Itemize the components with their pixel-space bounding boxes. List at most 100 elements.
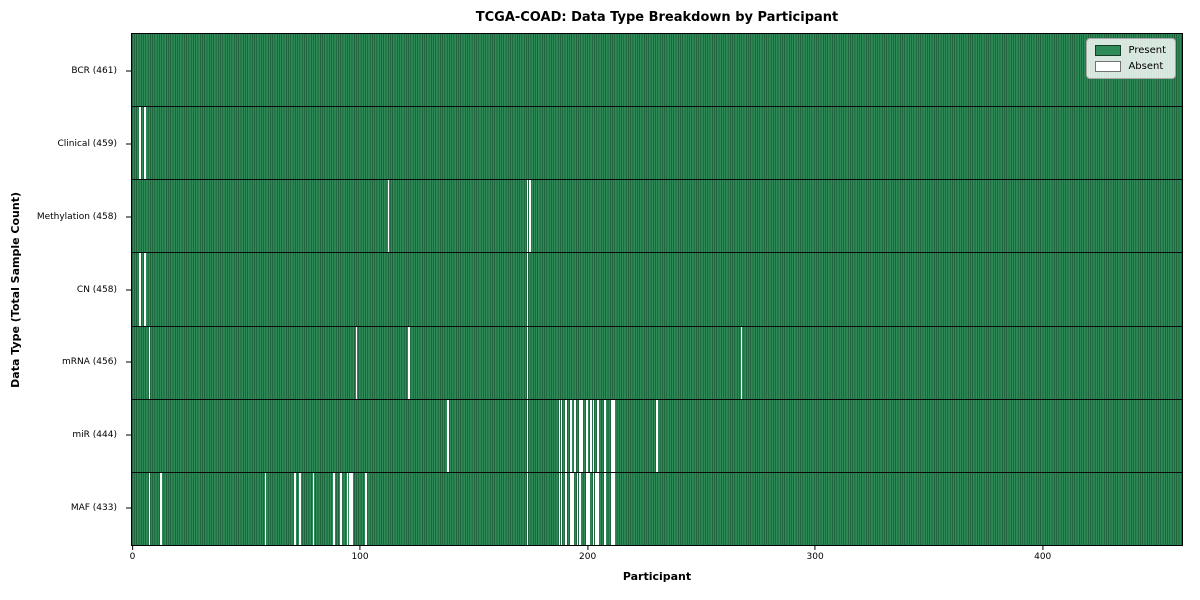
legend-label-present: Present <box>1128 45 1166 56</box>
y-tick-label-cn: CN (458) <box>76 284 117 295</box>
x-tick-mark <box>587 546 589 550</box>
absent-stripe <box>569 472 572 545</box>
absent-stripe <box>597 472 599 545</box>
absent-stripe <box>387 180 390 253</box>
absent-stripe <box>613 399 615 472</box>
absent-stripe <box>558 399 561 472</box>
x-tick-mark <box>131 546 133 550</box>
plot-area: Present Absent <box>131 33 1183 546</box>
absent-stripe <box>594 472 597 545</box>
y-tick-mark <box>126 143 131 145</box>
x-axis-label: Participant <box>622 570 692 583</box>
x-tick-mark <box>1042 546 1044 550</box>
absent-stripe <box>656 399 659 472</box>
absent-stripe <box>579 472 581 545</box>
absent-stripe <box>592 472 595 545</box>
y-tick-labels: BCR (461) Clinical (459) Methylation (458)… <box>0 35 123 545</box>
absent-stripe <box>333 472 335 545</box>
row-mrna <box>132 325 1182 399</box>
absent-stripe <box>588 472 590 545</box>
absent-stripe <box>139 253 142 326</box>
row-mir <box>132 398 1182 472</box>
legend-label-absent: Absent <box>1128 61 1164 72</box>
absent-stripe <box>148 472 151 545</box>
absent-stripe <box>312 472 315 545</box>
absent-stripe <box>585 399 588 472</box>
absent-stripe <box>590 399 593 472</box>
absent-stripe <box>148 326 151 399</box>
absent-stripe <box>526 180 529 253</box>
y-tick-marks <box>126 35 131 545</box>
absent-stripe <box>143 107 146 180</box>
row-cn <box>132 252 1182 326</box>
absent-stripe <box>604 399 606 472</box>
absent-stripe <box>526 326 529 399</box>
absent-stripe <box>610 472 613 545</box>
absent-stripe <box>143 253 146 326</box>
absent-stripe <box>526 472 529 545</box>
x-tick-mark <box>359 546 361 550</box>
absent-stripe <box>364 472 367 545</box>
y-tick-label-mir: miR (444) <box>72 430 117 441</box>
absent-stripe <box>592 399 595 472</box>
y-tick-mark <box>126 216 131 218</box>
absent-stripe <box>569 399 572 472</box>
y-tick-label-methylation: Methylation (458) <box>36 211 117 222</box>
absent-swatch <box>1095 61 1122 72</box>
absent-stripe <box>579 399 581 472</box>
y-tick-mark <box>126 434 131 436</box>
row-clinical <box>132 106 1182 180</box>
absent-stripe <box>613 472 615 545</box>
x-tick-label: 100 <box>351 552 369 562</box>
absent-stripe <box>610 399 613 472</box>
absent-stripe <box>159 472 162 545</box>
x-tick-200: 200 <box>579 546 596 562</box>
absent-stripe <box>446 399 449 472</box>
row-methylation <box>132 179 1182 253</box>
x-tick-mark <box>814 546 816 550</box>
y-tick-label-mrna: mRNA (456) <box>62 357 117 368</box>
x-tick-300: 300 <box>807 546 824 562</box>
absent-stripe <box>526 399 529 472</box>
absent-stripe <box>572 472 574 545</box>
x-tick-label: 400 <box>1034 552 1052 562</box>
absent-stripe <box>565 399 568 472</box>
x-tick-100: 100 <box>351 546 369 562</box>
x-tick-label: 0 <box>129 552 136 562</box>
absent-stripe <box>558 472 561 545</box>
absent-stripe <box>581 399 583 472</box>
absent-stripe <box>740 326 743 399</box>
y-tick-label-clinical: Clinical (459) <box>57 138 117 149</box>
y-tick-mark <box>126 507 131 509</box>
y-tick-mark <box>126 289 131 290</box>
absent-stripe <box>560 399 563 472</box>
row-bcr <box>132 34 1182 107</box>
legend-item-absent: Absent <box>1095 61 1166 72</box>
absent-stripe <box>526 253 529 326</box>
absent-stripe <box>560 472 563 545</box>
absent-stripe <box>574 399 577 472</box>
absent-stripe <box>585 472 588 545</box>
y-tick-mark <box>126 361 131 363</box>
x-tick-label: 300 <box>806 552 824 562</box>
legend: Present Absent <box>1086 38 1176 79</box>
absent-stripe <box>346 472 349 545</box>
absent-stripe <box>408 326 410 399</box>
absent-stripe <box>355 326 358 399</box>
y-tick-label-bcr: BCR (461) <box>71 65 117 76</box>
absent-stripe <box>348 472 351 545</box>
absent-stripe <box>139 107 142 180</box>
absent-stripe <box>298 472 301 545</box>
absent-stripe <box>597 399 599 472</box>
absent-stripe <box>604 472 606 545</box>
absent-stripe <box>264 472 267 545</box>
y-tick-mark <box>126 70 131 72</box>
absent-stripe <box>294 472 296 545</box>
legend-item-present: Present <box>1095 45 1166 56</box>
absent-stripe <box>576 472 579 545</box>
absent-stripe <box>351 472 353 545</box>
x-tick-400: 400 <box>1034 546 1051 562</box>
y-tick-label-maf: MAF (433) <box>70 503 117 514</box>
absent-stripe <box>565 472 568 545</box>
